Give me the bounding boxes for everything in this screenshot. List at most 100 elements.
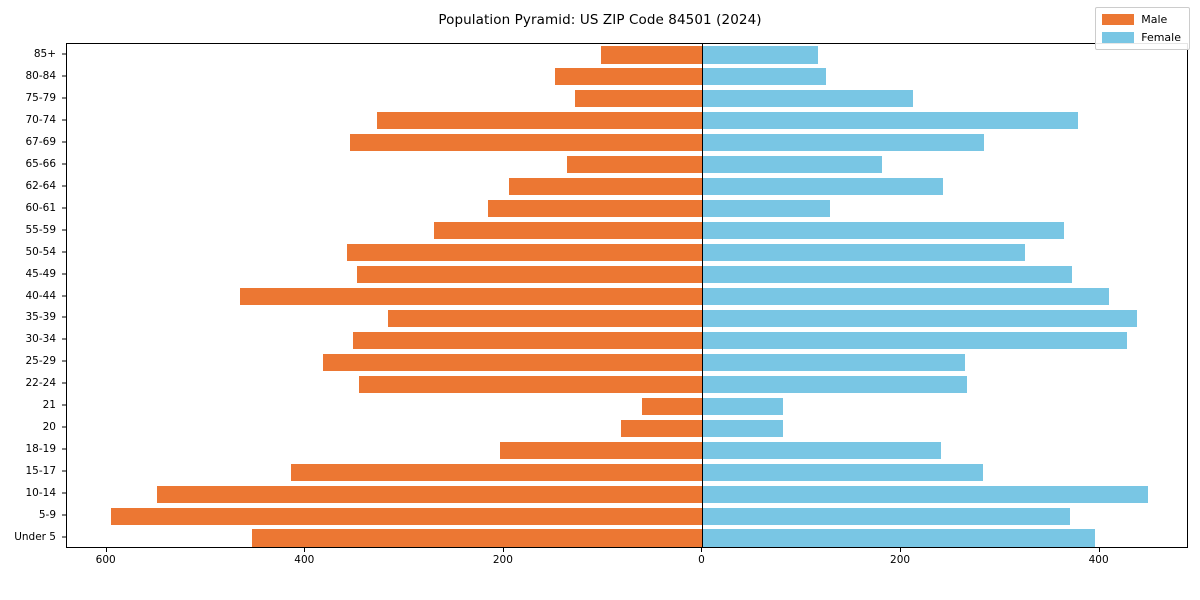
bar-row (67, 46, 1187, 64)
bar-row (67, 156, 1187, 174)
y-tick-label: 65-66 (25, 157, 56, 170)
bar-female[interactable] (702, 200, 830, 218)
bar-female[interactable] (702, 244, 1026, 262)
y-tick-mark (62, 360, 66, 362)
y-tick-label: 80-84 (25, 69, 56, 82)
y-tick-mark (62, 448, 66, 450)
bar-male[interactable] (157, 485, 703, 503)
bar-male[interactable] (487, 200, 703, 218)
bar-male[interactable] (376, 112, 703, 130)
y-tick-mark (62, 426, 66, 428)
x-tick-label: 200 (492, 554, 513, 566)
x-tick-mark (105, 548, 107, 552)
bar-male[interactable] (352, 331, 703, 349)
y-tick-mark (62, 141, 66, 143)
bar-female[interactable] (702, 287, 1109, 306)
legend-entry[interactable]: Male (1102, 13, 1181, 26)
bar-male[interactable] (554, 68, 703, 86)
y-tick-mark (62, 119, 66, 121)
y-tick-label: 15-17 (25, 465, 56, 478)
x-tick-mark (900, 548, 902, 552)
bar-female[interactable] (702, 331, 1128, 349)
page-title: Population Pyramid: US ZIP Code 84501 (2… (438, 12, 762, 28)
bar-row (67, 134, 1187, 152)
bar-male[interactable] (110, 507, 703, 525)
bar-female[interactable] (702, 441, 941, 459)
bar-male[interactable] (291, 463, 703, 481)
bar-male[interactable] (499, 441, 703, 459)
y-tick-mark (62, 97, 66, 99)
bar-row (67, 178, 1187, 196)
bar-row (67, 265, 1187, 284)
y-tick-label: 18-19 (25, 443, 56, 456)
bar-male[interactable] (621, 419, 703, 437)
bar-male[interactable] (575, 90, 703, 108)
y-tick-label: 35-39 (25, 311, 56, 324)
bar-female[interactable] (702, 134, 985, 152)
legend-entry[interactable]: Female (1102, 31, 1181, 44)
bar-female[interactable] (702, 463, 984, 481)
x-axis: 600 400 200 0 200 400 (66, 548, 1188, 588)
plot-area (66, 43, 1188, 548)
y-tick-mark (62, 338, 66, 340)
bar-row (67, 331, 1187, 349)
bar-female[interactable] (702, 265, 1072, 284)
y-tick-label: 85+ (33, 47, 56, 60)
y-tick-label: 60-61 (25, 201, 56, 214)
y-tick-label: 30-34 (25, 333, 56, 346)
y-tick-label: 67-69 (25, 135, 56, 148)
bar-male[interactable] (358, 375, 703, 393)
bar-female[interactable] (702, 90, 913, 108)
bar-female[interactable] (702, 397, 783, 415)
bar-row (67, 507, 1187, 525)
bar-male[interactable] (349, 134, 703, 152)
bar-row (67, 441, 1187, 459)
bar-female[interactable] (702, 68, 826, 86)
y-tick-label: 5-9 (38, 509, 56, 522)
y-tick-mark (62, 404, 66, 406)
bar-female[interactable] (702, 507, 1070, 525)
bar-female[interactable] (702, 419, 783, 437)
bar-male[interactable] (434, 222, 703, 240)
legend-label: Male (1141, 13, 1168, 26)
bar-male[interactable] (239, 287, 703, 306)
bar-female[interactable] (702, 485, 1149, 503)
bar-row (67, 90, 1187, 108)
bar-male[interactable] (641, 397, 703, 415)
bar-female[interactable] (702, 112, 1078, 130)
y-tick-mark (62, 75, 66, 77)
y-tick-mark (62, 316, 66, 318)
bar-female[interactable] (702, 156, 883, 174)
bar-female[interactable] (702, 375, 967, 393)
bar-female[interactable] (702, 353, 965, 371)
y-tick-label: 40-44 (25, 289, 56, 302)
bar-male[interactable] (601, 46, 703, 64)
bar-row (67, 419, 1187, 437)
chart-legend: Male Female (1095, 7, 1190, 50)
bar-male[interactable] (251, 529, 703, 547)
y-tick-mark (62, 514, 66, 516)
bar-row (67, 68, 1187, 86)
y-tick-mark (62, 536, 66, 538)
bar-male[interactable] (323, 353, 703, 371)
bar-male[interactable] (387, 309, 703, 328)
bar-female[interactable] (702, 309, 1138, 328)
bar-female[interactable] (702, 529, 1095, 547)
bar-male[interactable] (356, 265, 703, 284)
y-tick-mark (62, 470, 66, 472)
y-tick-label: 45-49 (25, 267, 56, 280)
bar-female[interactable] (702, 46, 818, 64)
bar-male[interactable] (567, 156, 703, 174)
bar-row (67, 309, 1187, 328)
bar-female[interactable] (702, 222, 1064, 240)
bar-male[interactable] (347, 244, 703, 262)
y-tick-mark (62, 185, 66, 187)
y-tick-label: 25-29 (25, 355, 56, 368)
bar-row (67, 463, 1187, 481)
bar-female[interactable] (702, 178, 943, 196)
bar-row (67, 485, 1187, 503)
bar-male[interactable] (508, 178, 703, 196)
bar-row (67, 375, 1187, 393)
y-tick-label: Under 5 (14, 531, 56, 544)
x-tick-mark (502, 548, 504, 552)
